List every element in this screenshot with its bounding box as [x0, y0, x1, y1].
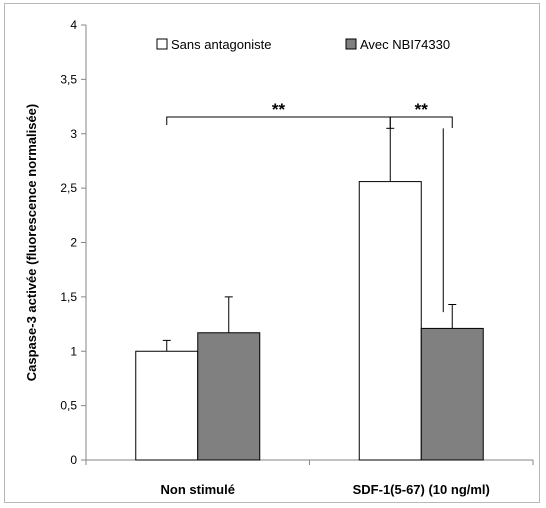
significance-bracket — [389, 116, 453, 128]
y-tick-label: 2 — [70, 236, 77, 250]
y-tick-label: 0,5 — [60, 399, 77, 413]
y-tick-label: 0 — [70, 453, 77, 467]
y-tick-label: 1,5 — [60, 290, 77, 304]
legend-swatch — [345, 38, 357, 50]
y-tick-label: 2,5 — [60, 181, 77, 195]
y-tick-label: 4 — [70, 18, 77, 32]
y-tick-label: 1 — [70, 344, 77, 358]
bar — [358, 181, 422, 461]
bar — [197, 332, 261, 461]
significance-label: ** — [272, 100, 286, 119]
x-category-label: SDF-1(5-67) (10 ng/ml) — [353, 482, 490, 497]
bar-chart: 0 0,5 1 1,5 2 2,5 3 3,5 4 Caspase-3 activée (fluo… — [24, 18, 534, 497]
y-axis-label: Caspase-3 activée (fluorescence normalis… — [24, 104, 39, 381]
bar — [420, 327, 484, 461]
legend-label: Sans antagoniste — [171, 37, 271, 52]
x-category-label: Non stimulé — [161, 482, 235, 497]
y-tick-label: 3 — [70, 127, 77, 141]
significance-label: ** — [415, 100, 429, 119]
legend-label: Avec NBI74330 — [360, 37, 450, 52]
legend-swatch — [156, 38, 168, 50]
bar — [135, 350, 199, 461]
y-tick-label: 3,5 — [60, 72, 77, 86]
chart-frame: 0 0,5 1 1,5 2 2,5 3 3,5 4 Caspase-3 activée (fluo… — [4, 3, 540, 503]
